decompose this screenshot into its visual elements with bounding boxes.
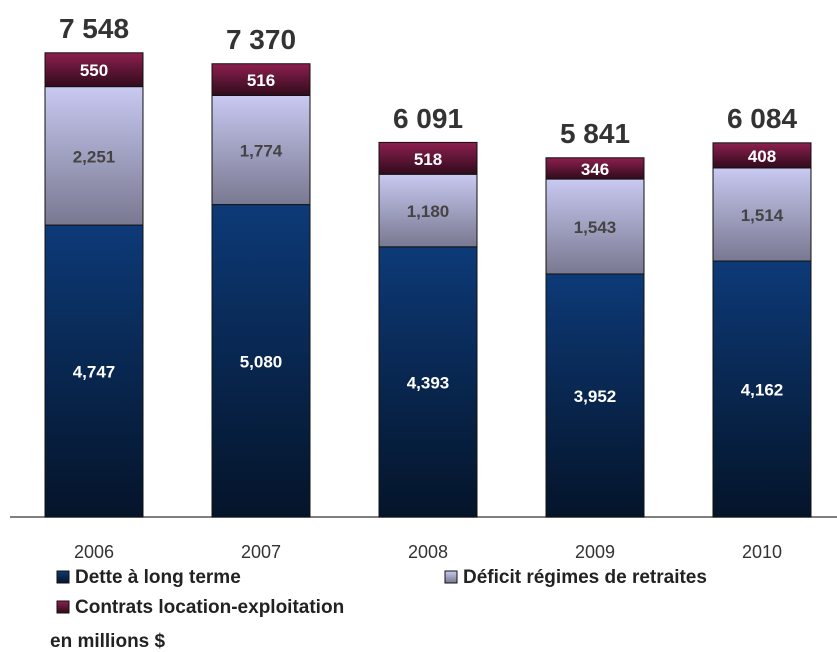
- data-label: 2,251: [73, 147, 116, 166]
- bar-segment: [44, 52, 144, 88]
- bar-segment: [378, 246, 478, 518]
- bar-segment: [712, 260, 812, 518]
- total-label: 5 841: [560, 118, 630, 149]
- bar-segment: [211, 204, 311, 518]
- data-label: 5,080: [240, 352, 283, 371]
- legend-label: Dette à long terme: [75, 567, 241, 588]
- data-label: 516: [247, 71, 275, 90]
- bar-segment: [712, 167, 812, 262]
- legend-swatch: [56, 600, 70, 614]
- legend-swatch: [56, 570, 70, 584]
- total-label: 6 091: [393, 103, 463, 134]
- data-label: 4,747: [73, 363, 116, 382]
- legend-label: Déficit régimes de retraites: [463, 567, 707, 588]
- x-tick-label: 2009: [575, 542, 615, 562]
- legend-swatch: [444, 570, 458, 584]
- x-tick-label: 2010: [742, 542, 782, 562]
- data-label: 4,162: [741, 381, 784, 400]
- x-tick-label: 2007: [241, 542, 281, 562]
- bar-segment: [378, 141, 478, 175]
- data-label: 346: [581, 160, 609, 179]
- bar-segment: [44, 86, 144, 226]
- bar-segment: [545, 273, 645, 518]
- bar-segment: [712, 142, 812, 169]
- bar-segment: [545, 157, 645, 180]
- x-tick-label: 2008: [408, 542, 448, 562]
- data-label: 408: [748, 147, 776, 166]
- bar-segment: [211, 94, 311, 206]
- data-label: 3,952: [574, 387, 617, 406]
- total-label: 6 084: [727, 103, 797, 134]
- data-label: 1,543: [574, 218, 617, 237]
- bar-segment: [211, 63, 311, 96]
- data-label: 550: [80, 61, 108, 80]
- data-label: 1,774: [240, 142, 283, 161]
- legend-label: Contrats location-exploitation: [75, 597, 344, 618]
- total-label: 7 370: [226, 24, 296, 55]
- note: en millions $: [50, 631, 166, 652]
- data-label: 4,393: [407, 373, 450, 392]
- total-label: 7 548: [59, 13, 129, 44]
- data-label: 1,514: [741, 206, 784, 225]
- bar-segment: [545, 178, 645, 275]
- bar-segment: [378, 173, 478, 248]
- data-label: 1,180: [407, 202, 450, 221]
- x-tick-label: 2006: [74, 542, 114, 562]
- data-label: 518: [414, 150, 442, 169]
- bar-segment: [44, 224, 144, 518]
